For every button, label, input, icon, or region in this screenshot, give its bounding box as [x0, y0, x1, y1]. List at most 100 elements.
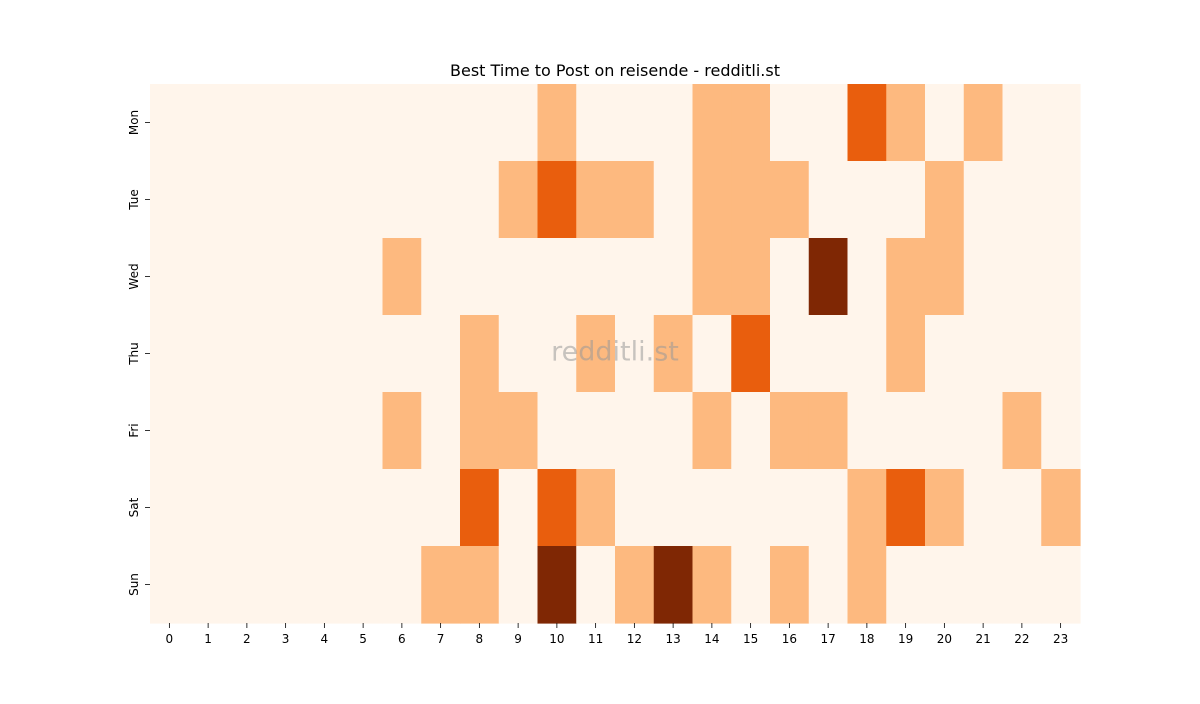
y-tick-label: Tue [127, 189, 141, 211]
heatmap-cell-sat-0 [150, 469, 190, 547]
heatmap-cell-mon-15 [731, 84, 771, 162]
heatmap-cell-sat-21 [963, 469, 1004, 547]
x-tick-label: 4 [321, 632, 329, 646]
x-tick-label: 12 [627, 632, 642, 646]
x-tick-label: 1 [204, 632, 212, 646]
heatmap-cell-thu-18 [847, 315, 887, 393]
heatmap-cell-sat-17 [808, 469, 849, 547]
heatmap-cell-sat-10 [537, 469, 577, 547]
heatmap-cell-sat-5 [343, 469, 384, 547]
heatmap-cell-wed-19 [886, 238, 926, 316]
heatmap-cell-tue-10 [537, 161, 577, 239]
heatmap-cell-wed-4 [305, 238, 345, 316]
heatmap-cell-thu-1 [188, 315, 229, 393]
heatmap-cell-mon-7 [421, 84, 461, 162]
chart-title: Best Time to Post on reisende - redditli… [450, 61, 780, 80]
heatmap-cell-sat-23 [1041, 469, 1081, 547]
heatmap-cell-thu-14 [692, 315, 732, 393]
heatmap-cell-wed-20 [925, 238, 965, 316]
watermark: redditli.st [551, 337, 679, 368]
heatmap-cell-sat-8 [460, 469, 500, 547]
heatmap-cell-sat-12 [615, 469, 655, 547]
heatmap-cell-sat-9 [498, 469, 539, 547]
heatmap-cell-fri-13 [653, 392, 694, 470]
x-axis: 0 1 2 3 4 5 6 7 8 9 10 11 12 13 14 15 16 17 18 19 20 21 22 23 [166, 623, 1068, 646]
heatmap-cell-sun-5 [343, 546, 384, 624]
heatmap-cell-mon-22 [1002, 84, 1042, 162]
heatmap-cell-sun-9 [498, 546, 539, 624]
heatmap-cell-thu-23 [1041, 315, 1081, 393]
heatmap-cell-wed-3 [266, 238, 306, 316]
heatmap-cell-mon-2 [227, 84, 267, 162]
heatmap-cell-thu-16 [770, 315, 810, 393]
heatmap-cell-wed-8 [460, 238, 500, 316]
heatmap-cell-fri-11 [576, 392, 616, 470]
heatmap-cell-fri-14 [692, 392, 732, 470]
heatmap-cell-sun-6 [382, 546, 422, 624]
heatmap-cell-tue-14 [692, 161, 732, 239]
y-tick-label: Thu [127, 342, 141, 366]
heatmap-cell-wed-2 [227, 238, 267, 316]
heatmap-cell-fri-21 [963, 392, 1004, 470]
heatmap-cell-mon-3 [266, 84, 306, 162]
heatmap-cell-sun-22 [1002, 546, 1042, 624]
heatmap-cell-wed-17 [808, 238, 849, 316]
heatmap-cell-mon-13 [653, 84, 694, 162]
heatmap-cell-thu-12 [615, 315, 655, 393]
heatmap-cell-mon-0 [150, 84, 190, 162]
y-tick-label: Mon [127, 110, 141, 135]
heatmap-cell-thu-11 [576, 315, 616, 393]
heatmap-cell-sun-23 [1041, 546, 1081, 624]
heatmap-cell-sun-14 [692, 546, 732, 624]
x-tick-label: 16 [782, 632, 797, 646]
heatmap-cell-tue-3 [266, 161, 306, 239]
heatmap-cell-fri-20 [925, 392, 965, 470]
heatmap-cell-sun-8 [460, 546, 500, 624]
x-tick-label: 23 [1053, 632, 1068, 646]
heatmap-cell-sun-19 [886, 546, 926, 624]
heatmap-cell-mon-14 [692, 84, 732, 162]
heatmap-cell-wed-13 [653, 238, 694, 316]
heatmap-cell-thu-22 [1002, 315, 1042, 393]
heatmap-cell-tue-19 [886, 161, 926, 239]
heatmap-cell-mon-23 [1041, 84, 1081, 162]
heatmap-cell-thu-3 [266, 315, 306, 393]
heatmap-cell-wed-7 [421, 238, 461, 316]
heatmap-cell-mon-12 [615, 84, 655, 162]
heatmap-cell-fri-10 [537, 392, 577, 470]
x-tick-label: 21 [975, 632, 990, 646]
heatmap-cell-thu-13 [653, 315, 694, 393]
x-tick-label: 6 [398, 632, 406, 646]
heatmap-cell-mon-1 [188, 84, 229, 162]
heatmap-cell-mon-9 [498, 84, 539, 162]
heatmap-cell-tue-20 [925, 161, 965, 239]
heatmap-cell-mon-11 [576, 84, 616, 162]
heatmap-cell-sun-7 [421, 546, 461, 624]
heatmap-cell-tue-23 [1041, 161, 1081, 239]
y-tick-label: Sat [127, 497, 141, 517]
heatmap-cell-tue-2 [227, 161, 267, 239]
heatmap-cell-thu-9 [498, 315, 539, 393]
x-tick-label: 8 [476, 632, 484, 646]
heatmap-cell-tue-18 [847, 161, 887, 239]
heatmap-cell-wed-14 [692, 238, 732, 316]
heatmap-cell-wed-0 [150, 238, 190, 316]
heatmap-cell-thu-5 [343, 315, 384, 393]
heatmap-cell-tue-6 [382, 161, 422, 239]
x-tick-label: 18 [859, 632, 874, 646]
heatmap-cell-wed-15 [731, 238, 771, 316]
heatmap-cell-sun-16 [770, 546, 810, 624]
y-axis: Mon Tue Wed Thu Fri Sat Sun [127, 110, 150, 596]
heatmap-cell-sat-2 [227, 469, 267, 547]
heatmap-cell-mon-8 [460, 84, 500, 162]
heatmap-cell-fri-23 [1041, 392, 1081, 470]
x-tick-label: 11 [588, 632, 603, 646]
x-tick-label: 19 [898, 632, 913, 646]
x-tick-label: 14 [704, 632, 719, 646]
heatmap-cell-tue-7 [421, 161, 461, 239]
x-tick-label: 7 [437, 632, 445, 646]
heatmap-cell-sat-22 [1002, 469, 1042, 547]
heatmap-cell-mon-21 [963, 84, 1004, 162]
y-tick-label: Sun [127, 573, 141, 596]
